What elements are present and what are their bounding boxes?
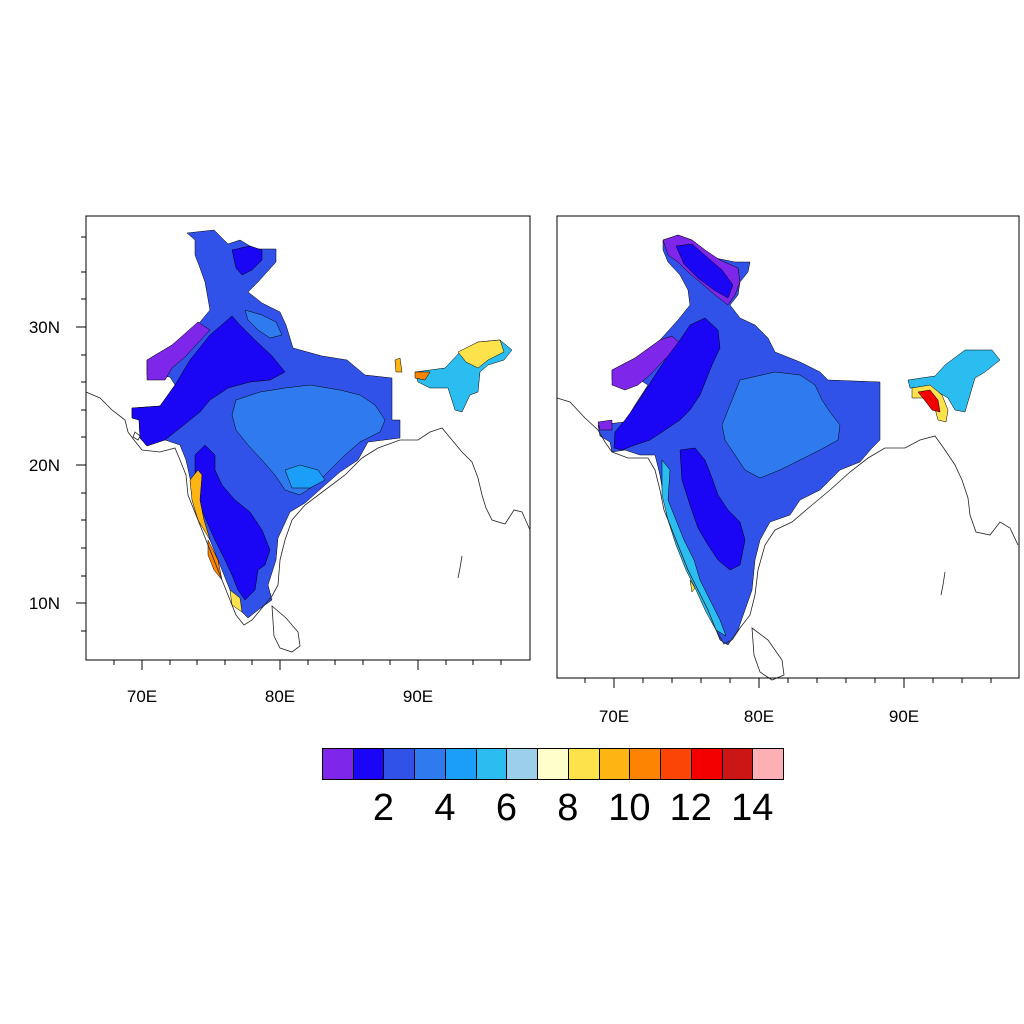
- colorbar-box-14: [721, 748, 754, 780]
- colorbar-label: 2: [372, 787, 395, 829]
- right-lon-label-80e: 80E: [743, 707, 775, 726]
- colorbar-box-3: [383, 748, 416, 780]
- colorbar-box-2: [352, 748, 385, 780]
- colorbar-box-9: [567, 748, 600, 780]
- right-precip-fill: [597, 234, 1001, 646]
- left-precip-fill: [131, 229, 513, 619]
- colorbar-box-13: [690, 748, 723, 780]
- colorbar-box-7: [506, 748, 539, 780]
- colorbar-label: 10: [608, 787, 651, 829]
- colorbar-box-1: [322, 748, 354, 780]
- colorbar-box-8: [537, 748, 569, 780]
- left-map-svg: [76, 215, 531, 670]
- lat-label-30n: 30N: [28, 318, 60, 337]
- colorbar-label: 6: [495, 787, 517, 829]
- colorbar-box-15: [752, 748, 784, 780]
- colorbar-label: 12: [669, 787, 712, 829]
- right-lon-label-90e: 90E: [888, 707, 920, 726]
- right-ticks: [557, 677, 1019, 688]
- colorbar-box-11: [629, 748, 662, 780]
- lon-label-90e: 90E: [402, 687, 434, 706]
- lat-label-10n: 10N: [28, 594, 60, 613]
- left-coastline: [85, 391, 531, 653]
- colorbar-box-12: [660, 748, 692, 780]
- lat-label-20n: 20N: [28, 456, 60, 475]
- right-lon-label-70e: 70E: [598, 707, 630, 726]
- colorbar-box-10: [598, 748, 631, 780]
- right-map-svg: [556, 215, 1020, 688]
- lon-label-70e: 70E: [126, 687, 158, 706]
- colorbar-box-4: [414, 748, 446, 780]
- left-map-panel: 30N 20N 10N 70E 80E 90E: [0, 0, 540, 720]
- left-ticks: [76, 216, 530, 670]
- colorbar-box-5: [444, 748, 477, 780]
- colorbar: [322, 748, 784, 782]
- right-map-panel: 70E 80E 90E: [540, 0, 1024, 740]
- colorbar-label: 8: [557, 787, 579, 829]
- colorbar-box-6: [475, 748, 508, 780]
- colorbar-label: 14: [731, 787, 774, 829]
- colorbar-label: 4: [434, 787, 456, 829]
- lon-label-80e: 80E: [264, 687, 296, 706]
